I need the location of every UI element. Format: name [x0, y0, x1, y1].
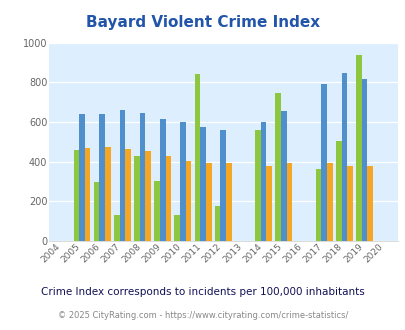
Bar [185, 161, 191, 241]
Bar [355, 55, 361, 241]
Bar [275, 93, 280, 241]
Bar [200, 127, 205, 241]
Bar [260, 122, 266, 241]
Bar [214, 206, 220, 241]
Bar [341, 73, 346, 241]
Bar [266, 166, 271, 241]
Bar [255, 130, 260, 241]
Bar [220, 130, 226, 241]
Bar [119, 110, 125, 241]
Bar [361, 79, 367, 241]
Bar [335, 141, 341, 241]
Text: Bayard Violent Crime Index: Bayard Violent Crime Index [86, 15, 319, 30]
Bar [73, 150, 79, 241]
Bar [79, 114, 85, 241]
Bar [154, 182, 160, 241]
Bar [280, 111, 286, 241]
Bar [180, 122, 185, 241]
Bar [99, 114, 105, 241]
Text: Crime Index corresponds to incidents per 100,000 inhabitants: Crime Index corresponds to incidents per… [41, 287, 364, 297]
Bar [205, 163, 211, 241]
Bar [94, 182, 99, 241]
Bar [315, 169, 321, 241]
Bar [326, 163, 332, 241]
Bar [134, 156, 139, 241]
Text: © 2025 CityRating.com - https://www.cityrating.com/crime-statistics/: © 2025 CityRating.com - https://www.city… [58, 311, 347, 320]
Bar [105, 147, 111, 241]
Bar [286, 163, 292, 241]
Bar [145, 151, 151, 241]
Bar [114, 215, 119, 241]
Bar [346, 166, 352, 241]
Bar [174, 215, 180, 241]
Bar [85, 148, 90, 241]
Bar [321, 84, 326, 241]
Bar [165, 156, 171, 241]
Bar [367, 166, 372, 241]
Bar [194, 74, 200, 241]
Bar [125, 149, 130, 241]
Bar [139, 113, 145, 241]
Bar [160, 119, 165, 241]
Bar [226, 163, 231, 241]
